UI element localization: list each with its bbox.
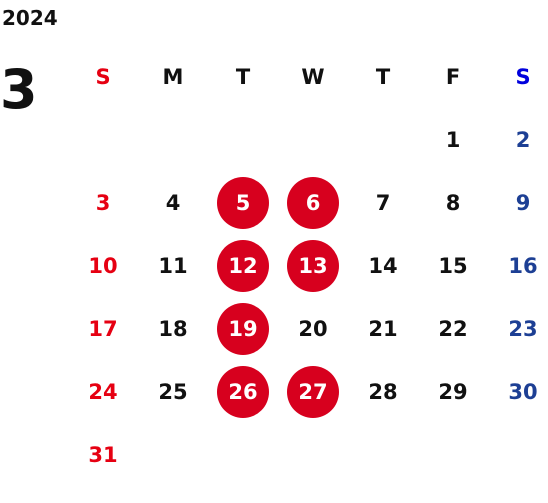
day-cell: 7 bbox=[348, 171, 418, 234]
day-cell: 24 bbox=[68, 360, 138, 423]
day-number: 19 bbox=[217, 302, 269, 355]
day-number: 26 bbox=[217, 365, 269, 418]
weekday-header: S bbox=[95, 64, 111, 89]
day-number: 1 bbox=[445, 127, 461, 152]
weekday-header: T bbox=[375, 64, 391, 89]
day-number: 6 bbox=[287, 176, 339, 229]
day-number: 27 bbox=[287, 365, 339, 418]
day-cell: 23 bbox=[488, 297, 548, 360]
day-number: 4 bbox=[165, 190, 181, 215]
day-number: 20 bbox=[298, 316, 328, 341]
day-number: 11 bbox=[158, 253, 188, 278]
day-number: 14 bbox=[368, 253, 398, 278]
empty-cell bbox=[138, 108, 208, 171]
day-cell: 25 bbox=[138, 360, 208, 423]
day-number: 22 bbox=[438, 316, 468, 341]
day-number: 13 bbox=[287, 239, 339, 292]
highlighted-day: 5 bbox=[208, 171, 278, 234]
day-cell: 14 bbox=[348, 234, 418, 297]
weekday-header: F bbox=[445, 64, 461, 89]
weekday-header: W bbox=[301, 64, 325, 89]
day-cell: 2 bbox=[488, 108, 548, 171]
day-number: 2 bbox=[515, 127, 531, 152]
day-cell: 31 bbox=[68, 423, 138, 486]
day-number: 21 bbox=[368, 316, 398, 341]
calendar-grid: S M T W T F S 1 2 3 4 5 6 7 8 9 10 11 12 13 14 15 16 17 18 19 20 21… bbox=[68, 45, 548, 486]
highlighted-day: 6 bbox=[278, 171, 348, 234]
day-cell: 22 bbox=[418, 297, 488, 360]
empty-cell bbox=[68, 108, 138, 171]
day-cell: 4 bbox=[138, 171, 208, 234]
day-cell: 10 bbox=[68, 234, 138, 297]
day-number: 10 bbox=[88, 253, 118, 278]
day-number: 29 bbox=[438, 379, 468, 404]
empty-cell bbox=[278, 108, 348, 171]
day-number: 5 bbox=[217, 176, 269, 229]
day-number: 28 bbox=[368, 379, 398, 404]
day-cell: 20 bbox=[278, 297, 348, 360]
day-cell: 8 bbox=[418, 171, 488, 234]
highlighted-day: 19 bbox=[208, 297, 278, 360]
weekday-header: S bbox=[515, 64, 531, 89]
day-number: 17 bbox=[88, 316, 118, 341]
day-number: 18 bbox=[158, 316, 188, 341]
day-number: 16 bbox=[508, 253, 538, 278]
day-cell: 16 bbox=[488, 234, 548, 297]
weekday-header: T bbox=[235, 64, 251, 89]
day-number: 12 bbox=[217, 239, 269, 292]
day-number: 24 bbox=[88, 379, 118, 404]
day-cell: 17 bbox=[68, 297, 138, 360]
highlighted-day: 26 bbox=[208, 360, 278, 423]
calendar-month: 3 bbox=[0, 58, 38, 121]
day-number: 31 bbox=[88, 442, 118, 467]
day-number: 3 bbox=[95, 190, 111, 215]
day-number: 9 bbox=[515, 190, 531, 215]
day-number: 23 bbox=[508, 316, 538, 341]
highlighted-day: 13 bbox=[278, 234, 348, 297]
calendar-year: 2024 bbox=[2, 6, 58, 30]
day-cell: 1 bbox=[418, 108, 488, 171]
highlighted-day: 27 bbox=[278, 360, 348, 423]
day-number: 15 bbox=[438, 253, 468, 278]
day-cell: 28 bbox=[348, 360, 418, 423]
day-number: 25 bbox=[158, 379, 188, 404]
day-cell: 30 bbox=[488, 360, 548, 423]
day-cell: 9 bbox=[488, 171, 548, 234]
day-cell: 15 bbox=[418, 234, 488, 297]
day-cell: 29 bbox=[418, 360, 488, 423]
empty-cell bbox=[348, 108, 418, 171]
day-number: 8 bbox=[445, 190, 461, 215]
day-cell: 21 bbox=[348, 297, 418, 360]
weekday-header: M bbox=[162, 64, 184, 89]
day-number: 7 bbox=[375, 190, 391, 215]
highlighted-day: 12 bbox=[208, 234, 278, 297]
day-number: 30 bbox=[508, 379, 538, 404]
day-cell: 11 bbox=[138, 234, 208, 297]
day-cell: 3 bbox=[68, 171, 138, 234]
empty-cell bbox=[208, 108, 278, 171]
day-cell: 18 bbox=[138, 297, 208, 360]
